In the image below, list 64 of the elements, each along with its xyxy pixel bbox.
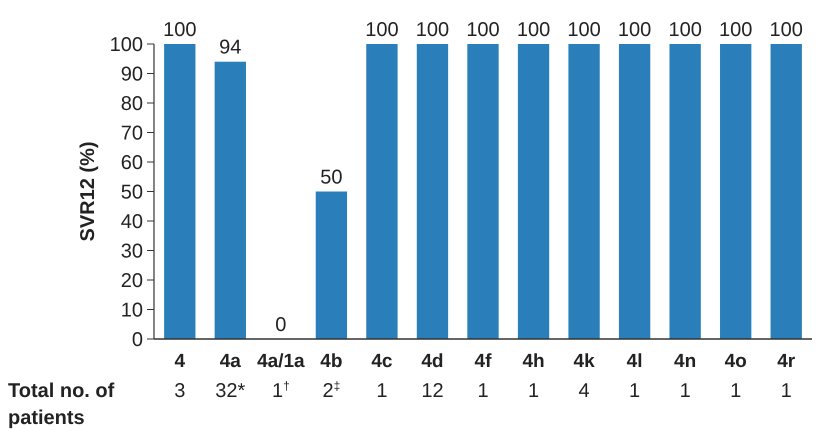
y-tick-label: 10 [120, 300, 143, 322]
bar [316, 192, 348, 339]
text: 4 [578, 380, 590, 402]
bar [366, 44, 398, 339]
text: Total no. of patients [8, 380, 115, 429]
y-tick-label: 30 [120, 240, 143, 262]
data-label: 100 [567, 19, 601, 41]
bar [518, 44, 550, 339]
y-axis-title: SVR12 (%) [77, 141, 99, 242]
data-label: 100 [416, 19, 450, 41]
x-tick-label: 4h [522, 351, 545, 372]
bar [618, 44, 650, 339]
x-tick-label: 4k [574, 351, 596, 372]
data-label: 100 [466, 19, 500, 41]
bar [164, 44, 196, 339]
x-tick-label: 4l [626, 351, 643, 372]
text: 1 [477, 380, 489, 402]
x-tick-label: 4r [777, 351, 796, 372]
data-label: 100 [668, 19, 702, 41]
text: 1 [730, 380, 742, 402]
bar [214, 62, 246, 339]
data-label: 94 [219, 36, 242, 59]
data-label: 100 [770, 19, 803, 41]
x-tick-label: 4a [220, 351, 242, 372]
y-tick-label: 80 [120, 93, 143, 115]
y-tick-label: 90 [120, 64, 143, 86]
x-tick-label: 4a/1a [257, 351, 306, 372]
text: 1$^{†}$ [272, 379, 290, 402]
text: 32* [215, 380, 246, 402]
y-tick-label: 0 [132, 329, 143, 351]
x-tick-label: 4f [474, 351, 492, 372]
data-label: 0 [275, 314, 286, 336]
data-label: 100 [618, 19, 652, 41]
text: 2$^{‡}$ [322, 379, 340, 402]
x-tick-label: 4c [371, 351, 393, 372]
x-tick-label: 4n [674, 351, 696, 372]
bar [416, 44, 448, 339]
text: 1 [376, 380, 388, 402]
bar [467, 44, 499, 339]
y-tick-label: 100 [110, 34, 143, 56]
text: 1 [629, 380, 640, 402]
y-tick-label: 50 [120, 182, 143, 204]
text: 1 [528, 380, 540, 402]
bar [669, 44, 701, 339]
y-tick-label: 60 [120, 152, 143, 174]
bar [720, 44, 752, 339]
data-label: 100 [163, 19, 196, 41]
data-label: 100 [365, 19, 399, 41]
text: 1 [680, 380, 691, 402]
bar [770, 44, 802, 339]
x-tick-label: 4b [320, 351, 342, 372]
text: 3 [174, 380, 186, 402]
y-tick-label: 40 [120, 211, 143, 233]
text: 1 [780, 380, 792, 402]
bar [568, 44, 600, 339]
data-label: 100 [719, 19, 752, 41]
x-tick-label: 4d [421, 351, 444, 372]
text: 12 [421, 380, 444, 402]
x-tick-label: 4o [724, 351, 747, 372]
data-label: 100 [516, 19, 550, 41]
y-tick-label: 70 [120, 122, 143, 144]
y-tick-label: 20 [120, 270, 143, 292]
data-label: 50 [320, 166, 343, 188]
x-tick-label: 4 [174, 351, 186, 372]
